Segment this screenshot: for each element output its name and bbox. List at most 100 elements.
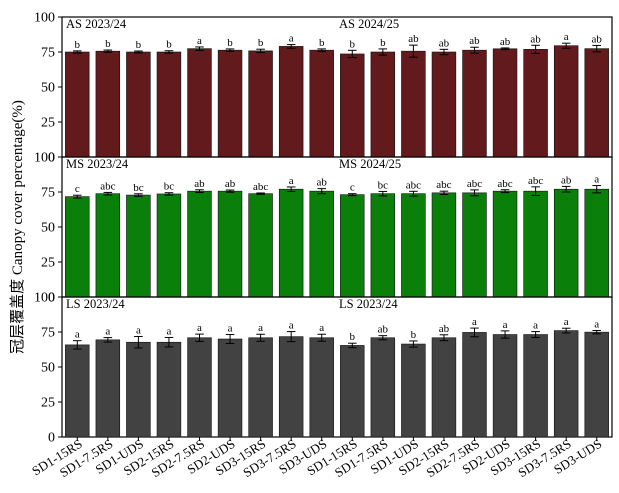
y-tick-label: 25 [41, 256, 55, 271]
bar-ls-3 [156, 341, 182, 438]
bar-as-10 [370, 51, 396, 158]
significance-letter: b [105, 38, 111, 50]
bar-as-16 [553, 45, 579, 158]
bar-ms-3 [156, 193, 182, 298]
bar-ls-14 [492, 334, 518, 438]
bar-as-1 [95, 50, 121, 158]
bar-ls-13 [462, 332, 487, 438]
bar-ms-14 [492, 190, 518, 298]
y-tick-label: 75 [41, 326, 55, 341]
significance-letter: a [564, 31, 569, 43]
panel-label-left: AS 2023/24 [66, 17, 127, 31]
significance-letter: b [319, 37, 325, 49]
bar-ls-12 [431, 337, 457, 438]
bar-ms-13 [462, 192, 487, 298]
significance-letter: bc [164, 181, 175, 193]
significance-letter: ab [439, 323, 450, 335]
panel-label-right: MS 2024/25 [339, 157, 401, 171]
significance-letter: c [350, 182, 355, 194]
significance-letter: abc [253, 181, 268, 193]
significance-letter: b [380, 37, 386, 49]
significance-letter: ab [530, 33, 541, 45]
bar-as-7 [278, 46, 304, 158]
y-tick-label: 100 [34, 151, 55, 166]
bar-as-14 [492, 48, 518, 158]
bar-as-15 [523, 49, 548, 158]
y-tick-label: 75 [41, 46, 55, 61]
significance-letter: a [197, 322, 202, 334]
bar-ls-10 [370, 337, 396, 438]
bar-ls-8 [309, 337, 334, 438]
significance-letter: ab [439, 37, 450, 49]
bar-ls-4 [187, 337, 212, 438]
significance-letter: a [472, 316, 477, 328]
significance-letter: ab [378, 324, 389, 336]
significance-letter: b [166, 39, 172, 51]
bar-ms-15 [523, 190, 548, 298]
significance-letter: a [75, 329, 80, 341]
significance-letter: a [503, 319, 508, 331]
bar-as-5 [217, 49, 243, 158]
significance-letter: abc [406, 179, 421, 191]
significance-letter: a [319, 322, 324, 334]
significance-letter: a [136, 324, 141, 336]
bar-as-4 [187, 48, 212, 158]
significance-letter: a [197, 35, 202, 47]
significance-letter: a [594, 174, 599, 186]
significance-letter: abc [497, 178, 512, 190]
significance-letter: bc [133, 182, 144, 194]
y-tick-label: 0 [48, 431, 55, 446]
y-tick-label: 100 [34, 11, 55, 26]
bar-ms-4 [187, 190, 212, 298]
significance-letter: a [289, 320, 294, 332]
bar-ms-5 [217, 190, 243, 298]
bar-ms-0 [65, 196, 90, 298]
bar-as-12 [431, 51, 457, 158]
bar-ms-16 [553, 188, 579, 298]
y-axis-title: 冠层覆盖度 Canopy cover percentage(%) [9, 100, 26, 354]
bar-ms-7 [278, 188, 304, 298]
bar-ms-10 [370, 193, 396, 298]
significance-letter: a [228, 323, 233, 335]
panel-label-right: AS 2024/25 [339, 17, 399, 31]
significance-letter: bc [378, 179, 389, 191]
y-tick-label: 50 [41, 361, 55, 376]
bar-ls-15 [523, 334, 548, 438]
significance-letter: b [258, 37, 264, 49]
significance-letter: c [75, 183, 80, 195]
significance-letter: a [166, 325, 171, 337]
significance-letter: b [136, 39, 142, 51]
significance-letter: ab [225, 178, 236, 190]
bar-ls-9 [340, 345, 365, 438]
bar-as-13 [462, 49, 487, 158]
bar-ms-6 [248, 193, 273, 298]
panel-label-right: LS 2023/24 [339, 297, 398, 311]
bar-as-6 [248, 50, 273, 158]
significance-letter: a [533, 320, 538, 332]
bar-ms-11 [401, 193, 426, 298]
significance-letter: a [289, 33, 294, 45]
significance-letter: ab [408, 33, 419, 45]
significance-letter: a [564, 316, 569, 328]
significance-letter: b [75, 39, 81, 51]
bar-ls-7 [278, 336, 304, 438]
significance-letter: b [350, 331, 356, 343]
significance-letter: ab [194, 178, 205, 190]
panel-label-left: LS 2023/24 [66, 297, 125, 311]
significance-letter: a [105, 326, 110, 338]
bar-as-8 [309, 49, 334, 158]
panel-label-left: MS 2023/24 [66, 157, 129, 171]
bar-as-9 [340, 53, 365, 158]
significance-letter: b [411, 329, 417, 341]
y-tick-label: 75 [41, 186, 55, 201]
significance-letter: a [258, 322, 263, 334]
bar-as-3 [156, 51, 182, 158]
significance-letter: ab [592, 33, 603, 45]
bar-ms-8 [309, 190, 334, 298]
bar-as-0 [65, 51, 90, 158]
significance-letter: abc [100, 180, 115, 192]
